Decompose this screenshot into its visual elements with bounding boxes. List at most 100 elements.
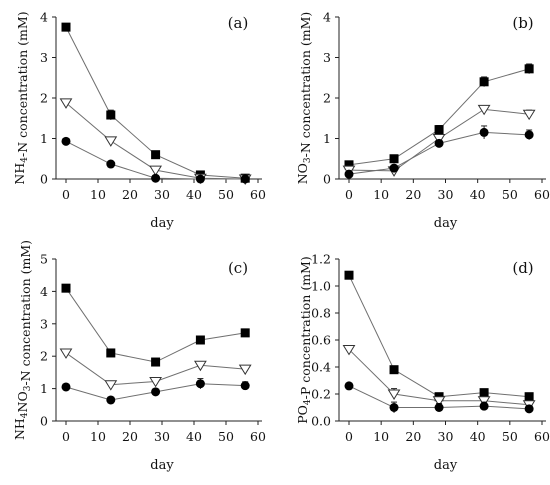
series-square xyxy=(344,63,534,170)
data-point-triangle-down-open xyxy=(149,165,162,177)
x-tick-label: 60 xyxy=(250,429,266,444)
data-point-triangle-down-open xyxy=(149,376,162,388)
x-axis-label: day xyxy=(150,216,174,231)
y-tick-label: 2 xyxy=(323,91,331,106)
y-tick-label: 0.2 xyxy=(311,387,331,402)
series-square xyxy=(61,283,250,367)
series-square xyxy=(344,270,534,402)
panel-label: (a) xyxy=(228,14,249,32)
data-point-circle xyxy=(195,174,205,184)
x-tick-label: 20 xyxy=(405,429,421,444)
x-axis-label: day xyxy=(434,458,458,473)
y-tick-label: 3 xyxy=(40,316,48,331)
data-point-square xyxy=(106,110,116,120)
series-circle xyxy=(344,381,534,414)
data-point-triangle-down-open xyxy=(477,104,491,116)
data-point-circle xyxy=(240,381,250,391)
y-tick-label: 4 xyxy=(40,10,48,25)
data-point-circle xyxy=(524,404,534,414)
data-point-triangle-down-open xyxy=(194,360,207,372)
y-tick-label: 2 xyxy=(40,349,48,364)
y-tick-label: 0.0 xyxy=(311,414,331,429)
x-axis-label: day xyxy=(434,216,458,231)
data-point-square xyxy=(61,283,71,293)
x-tick-label: 10 xyxy=(373,429,389,444)
y-tick-label: 1 xyxy=(40,131,48,146)
x-tick-label: 60 xyxy=(534,187,550,202)
panel-label: (d) xyxy=(512,259,533,277)
x-tick-label: 10 xyxy=(373,187,389,202)
y-tick-label: 1 xyxy=(323,131,331,146)
x-tick-label: 20 xyxy=(122,187,138,202)
data-point-circle xyxy=(434,403,444,412)
x-tick-label: 20 xyxy=(405,187,421,202)
y-tick-label: 1.2 xyxy=(311,252,331,267)
data-point-triangle-down-open xyxy=(238,364,252,376)
x-tick-label: 10 xyxy=(90,429,106,444)
data-point-circle xyxy=(195,379,205,389)
data-point-square xyxy=(151,150,161,160)
data-point-circle xyxy=(61,136,71,146)
y-tick-label: 0.6 xyxy=(311,333,331,348)
y-tick-label: 1 xyxy=(40,381,48,396)
series-triangle-down-open xyxy=(59,98,252,185)
data-point-square xyxy=(524,392,534,402)
x-tick-label: 50 xyxy=(502,187,518,202)
data-point-square xyxy=(479,77,489,87)
data-point-triangle-down-open xyxy=(522,109,536,121)
x-tick-label: 60 xyxy=(250,187,266,202)
data-point-circle xyxy=(344,381,354,391)
y-axis-label: NH4NO3-N concentration (mM) xyxy=(12,240,33,440)
series-triangle-down-open xyxy=(59,348,252,391)
data-point-circle xyxy=(389,163,399,173)
data-point-circle xyxy=(151,173,161,183)
data-point-circle xyxy=(151,387,161,397)
data-point-square xyxy=(61,22,71,32)
data-point-square xyxy=(151,357,161,367)
x-tick-label: 40 xyxy=(470,187,486,202)
x-tick-label: 50 xyxy=(218,187,234,202)
y-axis-label: NH4-N concentration (mM) xyxy=(12,11,30,184)
series-circle xyxy=(344,125,534,179)
x-tick-label: 40 xyxy=(186,429,202,444)
data-point-circle xyxy=(434,138,444,148)
y-tick-label: 0 xyxy=(323,172,331,187)
data-point-circle xyxy=(106,395,116,405)
x-tick-label: 50 xyxy=(502,429,518,444)
y-tick-label: 4 xyxy=(323,10,331,25)
data-point-triangle-down-open xyxy=(104,380,118,391)
data-point-square xyxy=(524,64,534,74)
x-tick-label: 0 xyxy=(345,429,353,444)
data-point-circle xyxy=(479,127,489,137)
series-circle xyxy=(61,136,250,184)
x-tick-label: 30 xyxy=(154,187,170,202)
y-axis-label: NO3-N concentration (mM) xyxy=(295,12,313,185)
data-point-triangle-down-open xyxy=(477,396,491,407)
y-tick-label: 3 xyxy=(40,50,48,65)
x-tick-label: 20 xyxy=(122,429,138,444)
y-tick-label: 0 xyxy=(40,172,48,187)
x-tick-label: 10 xyxy=(90,187,106,202)
x-tick-label: 30 xyxy=(154,429,170,444)
data-point-square xyxy=(434,125,444,135)
y-tick-label: 5 xyxy=(40,252,48,267)
data-point-square xyxy=(106,348,116,358)
panel-label: (c) xyxy=(228,259,248,277)
data-point-circle xyxy=(389,403,399,412)
data-point-square xyxy=(344,270,354,280)
data-point-circle xyxy=(524,130,534,140)
data-point-circle xyxy=(240,174,250,184)
data-point-triangle-down-open xyxy=(342,344,356,356)
x-tick-label: 50 xyxy=(218,429,234,444)
y-tick-label: 0.8 xyxy=(311,306,331,321)
series-triangle-down-open xyxy=(342,344,536,411)
x-tick-label: 30 xyxy=(438,429,454,444)
data-point-circle xyxy=(106,159,116,169)
data-point-triangle-down-open xyxy=(104,136,118,147)
data-point-square xyxy=(240,328,250,338)
y-tick-label: 1.0 xyxy=(311,279,331,294)
y-tick-label: 4 xyxy=(40,284,48,299)
